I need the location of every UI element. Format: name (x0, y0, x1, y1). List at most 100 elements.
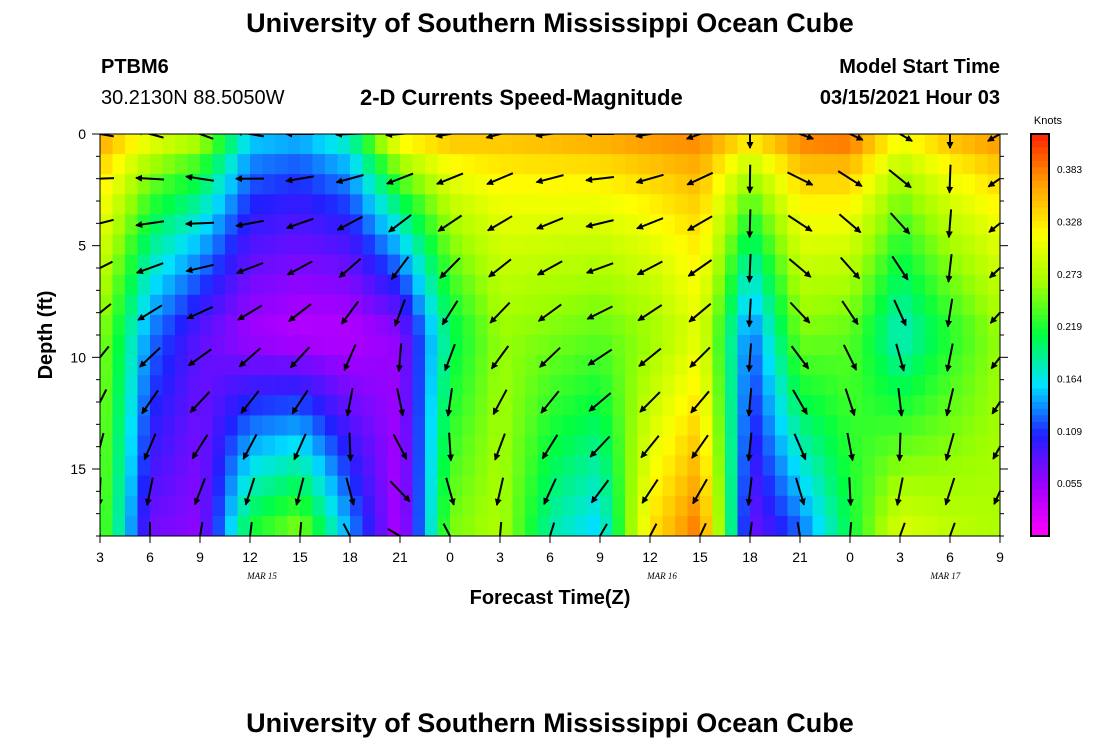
heatmap-cell (525, 214, 539, 236)
heatmap-cell (687, 435, 701, 457)
heatmap-cell (750, 234, 764, 256)
colorbar-segment (1031, 134, 1049, 142)
colorbar-segment (1031, 154, 1049, 162)
colorbar-segment (1031, 442, 1049, 450)
heatmap-cell (850, 194, 864, 215)
heatmap-cell (612, 254, 626, 276)
heatmap-cell (437, 154, 451, 175)
heatmap-cell (637, 174, 651, 195)
heatmap-cell (525, 435, 539, 457)
heatmap-cell (625, 194, 639, 215)
heatmap-cell (762, 455, 776, 477)
heatmap-cell (212, 194, 226, 215)
heatmap-cell (462, 154, 476, 175)
heatmap-cell (300, 415, 314, 437)
heatmap-cell (675, 475, 689, 497)
heatmap-cell (762, 475, 776, 497)
heatmap-cell (525, 455, 539, 477)
current-vector (387, 528, 402, 536)
heatmap-cell (887, 375, 901, 396)
heatmap-cell (487, 154, 501, 175)
heatmap-cell (887, 134, 901, 155)
heatmap-cell (725, 314, 739, 336)
heatmap-cell (175, 375, 189, 396)
heatmap-cell (237, 415, 251, 437)
heatmap-cell (187, 254, 201, 276)
heatmap-cell (812, 395, 826, 416)
heatmap-cell (337, 495, 351, 517)
heatmap-cell (837, 395, 851, 416)
current-vector (691, 434, 709, 459)
heatmap-cell (250, 515, 264, 536)
current-vector (889, 212, 911, 235)
heatmap-cell (250, 134, 264, 155)
heatmap-cell (750, 415, 764, 437)
heatmap-cell (350, 174, 364, 195)
current-vector (589, 435, 611, 458)
heatmap-cell (950, 395, 964, 416)
colorbar-segment (1031, 415, 1049, 423)
heatmap-cell (550, 234, 564, 256)
heatmap-cell (525, 475, 539, 497)
heatmap-cell (475, 234, 489, 256)
heatmap-cell (300, 194, 314, 215)
colorbar-segment (1031, 180, 1049, 189)
heatmap-cell (450, 194, 464, 215)
heatmap-cell (150, 495, 164, 517)
heatmap-cell (725, 355, 739, 376)
heatmap-cell (612, 194, 626, 215)
heatmap-cell (775, 154, 789, 175)
current-vector (992, 444, 1000, 460)
heatmap-cell (575, 294, 589, 316)
current-vector (944, 388, 955, 417)
heatmap-cell (700, 415, 714, 437)
heatmap-cell (900, 475, 914, 497)
current-vector (143, 433, 157, 461)
heatmap-cell (137, 134, 151, 155)
heatmap-cell (187, 214, 201, 236)
current-vector (989, 311, 1000, 324)
heatmap-cell (212, 254, 226, 276)
heatmap-cell (475, 475, 489, 497)
heatmap-cell (500, 274, 514, 296)
heatmap-cell (262, 455, 276, 477)
current-vector (945, 298, 954, 328)
heatmap-cell (950, 254, 964, 276)
current-vector (987, 134, 1000, 142)
heatmap-cell (300, 134, 314, 155)
colorbar-segment (1031, 274, 1049, 282)
heatmap-cell (362, 355, 376, 376)
heatmap-cell (812, 515, 826, 536)
heatmap-cell (675, 395, 689, 416)
heatmap-cell (725, 515, 739, 536)
heatmap-cell (800, 515, 814, 536)
heatmap-cell (662, 475, 676, 497)
heatmap-cell (450, 515, 464, 536)
heatmap-cell (475, 254, 489, 276)
heatmap-cell (187, 335, 201, 356)
heatmap-cell (925, 214, 939, 236)
heatmap-cell (475, 154, 489, 175)
heatmap-cell (187, 154, 201, 175)
heatmap-cell (850, 515, 864, 536)
heatmap-cell (862, 194, 876, 215)
heatmap-cell (612, 395, 626, 416)
heatmap-cell (375, 355, 389, 376)
x-tick-label: 3 (896, 549, 904, 565)
heatmap-cell (112, 415, 126, 437)
heatmap-cell (687, 515, 701, 536)
heatmap-cell (225, 435, 239, 457)
heatmap-cell (125, 375, 139, 396)
day-label: MAR 16 (646, 571, 677, 581)
heatmap-cell (825, 274, 839, 296)
heatmap-cell (100, 214, 114, 236)
heatmap-cell (350, 375, 364, 396)
heatmap-cell (312, 254, 326, 276)
heatmap-cell (625, 515, 639, 536)
heatmap-cell (237, 335, 251, 356)
heatmap-cell (900, 415, 914, 437)
heatmap-cell (375, 375, 389, 396)
heatmap-cell (562, 294, 576, 316)
heatmap-cell (312, 495, 326, 517)
heatmap-cell (800, 234, 814, 256)
